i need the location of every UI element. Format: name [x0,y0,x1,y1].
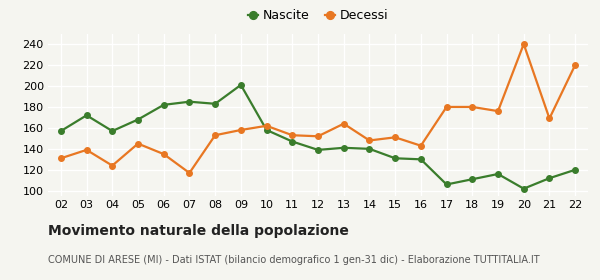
Nascite [83,114,90,117]
Nascite [494,172,502,176]
Decessi [494,109,502,113]
Text: COMUNE DI ARESE (MI) - Dati ISTAT (bilancio demografico 1 gen-31 dic) - Elaboraz: COMUNE DI ARESE (MI) - Dati ISTAT (bilan… [48,255,539,265]
Nascite [340,146,347,150]
Decessi [134,142,142,145]
Decessi [392,136,399,139]
Decessi [57,157,64,160]
Decessi [237,128,244,132]
Decessi [572,63,579,67]
Text: Movimento naturale della popolazione: Movimento naturale della popolazione [48,224,349,238]
Decessi [83,148,90,151]
Nascite [289,140,296,143]
Nascite [160,103,167,106]
Nascite [237,83,244,87]
Decessi [366,139,373,142]
Decessi [469,105,476,109]
Nascite [212,102,219,106]
Nascite [186,100,193,103]
Decessi [340,122,347,125]
Decessi [186,171,193,175]
Decessi [520,42,527,46]
Nascite [263,128,270,132]
Nascite [572,168,579,171]
Nascite [417,158,424,161]
Decessi [160,152,167,156]
Nascite [134,118,142,121]
Nascite [443,183,450,186]
Decessi [314,135,322,138]
Decessi [417,144,424,147]
Nascite [314,148,322,151]
Nascite [546,176,553,180]
Decessi [443,105,450,109]
Nascite [109,129,116,133]
Decessi [289,134,296,137]
Nascite [469,178,476,181]
Nascite [366,147,373,151]
Legend: Nascite, Decessi: Nascite, Decessi [243,4,393,27]
Nascite [392,157,399,160]
Decessi [109,164,116,167]
Decessi [546,117,553,120]
Decessi [263,124,270,127]
Line: Decessi: Decessi [58,41,578,176]
Nascite [520,187,527,190]
Nascite [57,129,64,133]
Line: Nascite: Nascite [58,82,578,192]
Decessi [212,134,219,137]
